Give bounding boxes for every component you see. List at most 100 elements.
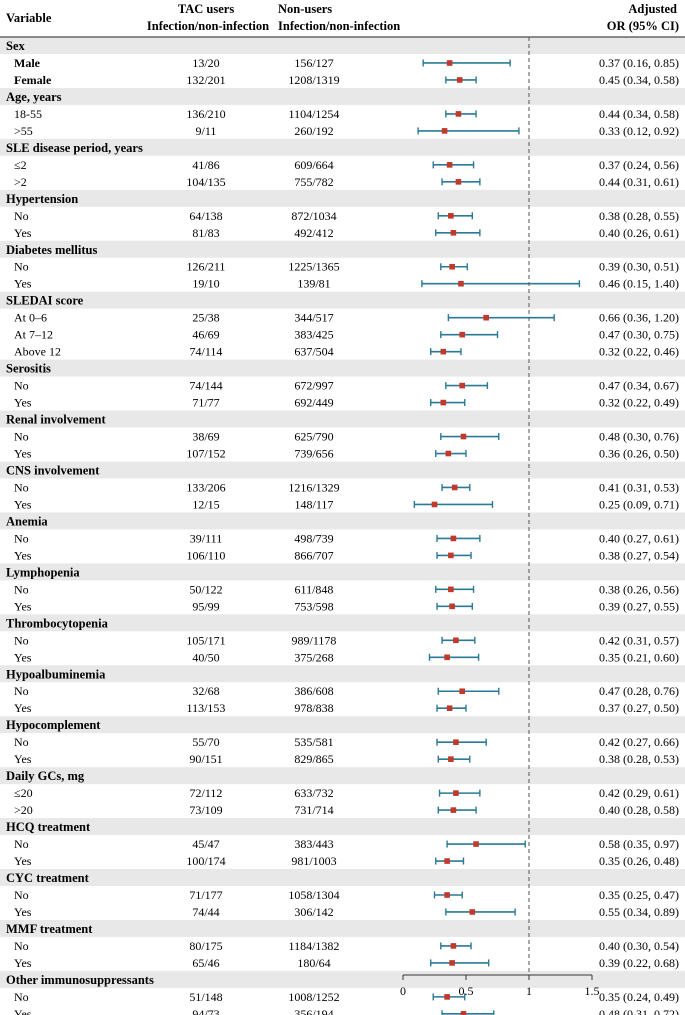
group-band	[0, 767, 685, 785]
non-user-count: 1008/1252	[288, 990, 339, 1004]
group-label: Diabetes mellitus	[6, 243, 97, 257]
row-bands	[0, 37, 685, 988]
non-user-count: 609/664	[294, 158, 333, 172]
non-user-count: 1225/1365	[288, 260, 339, 274]
tac-count: 19/10	[192, 277, 219, 291]
row-label: Yes	[14, 226, 32, 240]
row-label: Yes	[14, 752, 32, 766]
group-label: Hypocomplement	[6, 718, 101, 732]
row-label: No	[14, 531, 29, 545]
tac-count: 113/153	[187, 701, 226, 715]
or-marker	[483, 314, 489, 321]
group-label: Age, years	[6, 90, 62, 104]
non-user-count: 148/117	[295, 497, 334, 511]
or-marker	[444, 858, 450, 864]
group-band	[0, 919, 685, 937]
tac-count: 64/138	[189, 209, 222, 223]
non-user-count: 829/865	[294, 752, 333, 766]
or-ci-text: 0.36 (0.26, 0.50)	[599, 447, 679, 461]
group-label: Thrombocytopenia	[6, 616, 109, 630]
tac-count: 40/50	[192, 650, 219, 664]
tac-count: 71/77	[192, 396, 219, 410]
tac-count: 12/15	[192, 497, 219, 511]
or-marker	[431, 501, 438, 508]
or-marker	[450, 943, 457, 949]
row-label: No	[14, 480, 29, 494]
non-user-count: 692/449	[294, 396, 333, 410]
non-user-count: 611/848	[295, 582, 334, 596]
or-ci-text: 0.35 (0.21, 0.60)	[599, 650, 679, 664]
or-ci-text: 0.38 (0.28, 0.53)	[599, 752, 679, 766]
non-user-count: 386/608	[294, 684, 333, 698]
header-variable: Variable	[6, 11, 52, 25]
group-label: Other immunosuppressants	[6, 973, 154, 987]
non-user-count: 344/517	[294, 311, 333, 325]
or-marker	[460, 433, 467, 440]
row-label: Male	[14, 56, 41, 70]
or-marker	[444, 892, 450, 898]
or-ci-text: 0.37 (0.16, 0.85)	[599, 56, 679, 70]
group-label: CNS involvement	[6, 464, 100, 478]
row-label: No	[14, 735, 29, 749]
tac-count: 104/135	[186, 175, 225, 189]
group-band	[0, 563, 685, 581]
tac-count: 45/47	[192, 837, 219, 851]
row-label: Yes	[14, 277, 32, 291]
tac-count: 32/68	[192, 684, 219, 698]
or-marker	[450, 229, 457, 236]
group-band	[0, 869, 685, 886]
or-ci-text: 0.39 (0.30, 0.51)	[599, 260, 679, 274]
non-user-count: 156/127	[294, 56, 333, 70]
or-ci-text: 0.37 (0.27, 0.50)	[599, 701, 679, 715]
row-label: Yes	[14, 854, 32, 868]
tac-count: 105/171	[186, 633, 225, 647]
row-label: No	[14, 633, 29, 647]
group-band	[0, 512, 685, 530]
or-ci-text: 0.46 (0.15, 1.40)	[599, 277, 679, 291]
or-marker	[446, 60, 453, 66]
header-non-line2: Infection/non-infection	[278, 19, 400, 33]
header-non-line1: Non-users	[278, 2, 332, 16]
non-user-count: 755/782	[294, 175, 333, 189]
non-user-count: 731/714	[294, 803, 333, 817]
group-label: Lymphopenia	[6, 565, 80, 579]
tac-count: 106/110	[187, 548, 226, 562]
non-user-count: 383/443	[294, 837, 333, 851]
row-label: No	[14, 837, 29, 851]
tac-count: 13/20	[192, 56, 219, 70]
non-user-count: 978/838	[294, 701, 333, 715]
group-label: Hypertension	[6, 192, 78, 206]
group-label: Serositis	[6, 362, 51, 376]
row-label: No	[14, 888, 29, 902]
non-user-count: 1216/1329	[288, 480, 339, 494]
tac-count: 95/99	[192, 599, 219, 613]
group-label: SLEDAI score	[6, 294, 84, 308]
or-marker	[453, 739, 459, 745]
or-marker	[456, 77, 463, 83]
or-ci-text: 0.47 (0.28, 0.76)	[599, 684, 679, 698]
non-user-count: 492/412	[294, 226, 333, 240]
or-marker	[451, 484, 458, 491]
non-user-count: 1208/1319	[288, 73, 339, 87]
or-marker	[446, 705, 453, 712]
tac-count: 72/112	[190, 786, 223, 800]
group-band	[0, 716, 685, 734]
or-ci-text: 0.38 (0.28, 0.55)	[599, 209, 679, 223]
group-label: MMF treatment	[6, 922, 93, 936]
table-header: Variable TAC users Infection/non-infecti…	[6, 2, 679, 33]
group-band	[0, 240, 685, 258]
tac-count: 25/38	[192, 311, 219, 325]
header-or-line2: OR (95% CI)	[607, 19, 679, 33]
plot-area	[413, 37, 581, 1015]
tac-count: 133/206	[186, 480, 225, 494]
or-marker	[448, 756, 454, 762]
or-marker	[453, 637, 459, 644]
or-marker	[440, 348, 447, 355]
non-user-count: 989/1178	[292, 633, 337, 647]
non-user-count: 872/1034	[291, 209, 336, 223]
non-user-count: 866/707	[294, 548, 333, 562]
or-ci-text: 0.42 (0.29, 0.61)	[599, 786, 679, 800]
group-label: Sex	[6, 39, 26, 53]
row-label: No	[14, 379, 29, 393]
